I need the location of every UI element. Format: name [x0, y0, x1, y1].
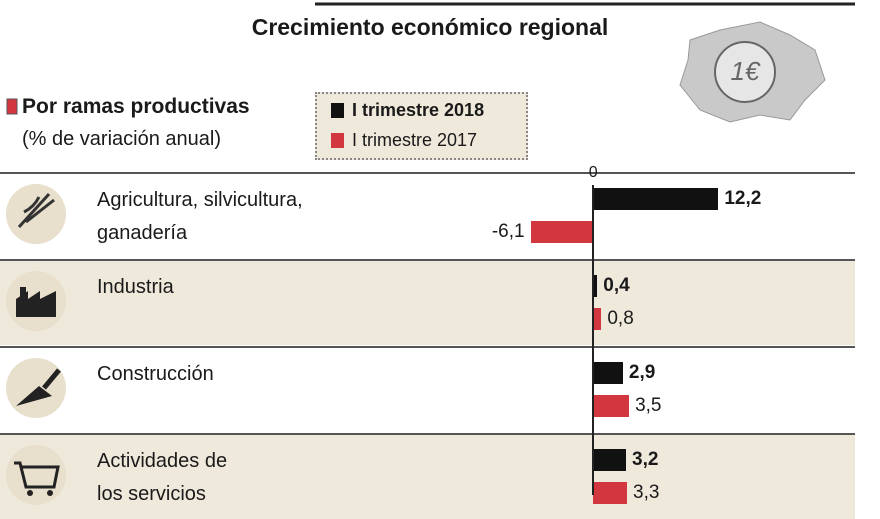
axis-line — [592, 185, 595, 495]
category-icon — [6, 445, 66, 505]
bar — [593, 449, 626, 471]
category-icon — [6, 271, 66, 331]
category-label: Industria — [97, 276, 174, 298]
decor: 1€ — [6, 2, 855, 123]
legend-label: I trimestre 2017 — [352, 130, 478, 150]
category-label: Agricultura, silvicultura, ganadería — [97, 189, 303, 244]
bar — [593, 395, 630, 417]
value-label: 3,2 — [632, 449, 659, 470]
legend-item: I trimestre 2017 — [331, 130, 477, 151]
category-icon — [6, 358, 66, 418]
bar — [530, 221, 594, 243]
value-label: 3,3 — [633, 482, 660, 503]
value-label: 0,4 — [603, 275, 630, 296]
unit-label: (% de variación anual) — [22, 128, 221, 150]
x-tick-label: 0 — [588, 164, 598, 181]
subtitle: Por ramas productivas — [22, 95, 250, 118]
row-band — [0, 172, 855, 258]
bar — [593, 275, 598, 297]
category-label: Actividades de los servicios — [97, 450, 228, 505]
category-icon — [6, 184, 66, 244]
bar — [593, 362, 623, 384]
bar — [593, 482, 628, 504]
category-label: Construcción — [97, 363, 214, 385]
row-band — [0, 346, 855, 432]
page: 1€ Crecimiento económico regional Por ra… — [0, 2, 855, 519]
legend-label: I trimestre 2018 — [352, 100, 485, 120]
chart-title: Crecimiento económico regional — [251, 14, 609, 40]
legend-item: I trimestre 2018 — [331, 100, 484, 121]
svg-text:1€: 1€ — [731, 56, 761, 86]
legend: I trimestre 2018 I trimestre 2017 — [315, 92, 528, 160]
value-label: 3,5 — [635, 395, 662, 416]
value-label: 2,9 — [628, 362, 656, 383]
value-label: 0,8 — [607, 308, 634, 329]
row-band — [0, 259, 855, 345]
bar — [593, 188, 719, 210]
legend-swatch — [331, 133, 344, 148]
value-label: -6,1 — [491, 221, 525, 242]
legend-swatch — [331, 103, 344, 118]
bar — [593, 308, 602, 330]
value-label: 12,2 — [724, 188, 762, 209]
